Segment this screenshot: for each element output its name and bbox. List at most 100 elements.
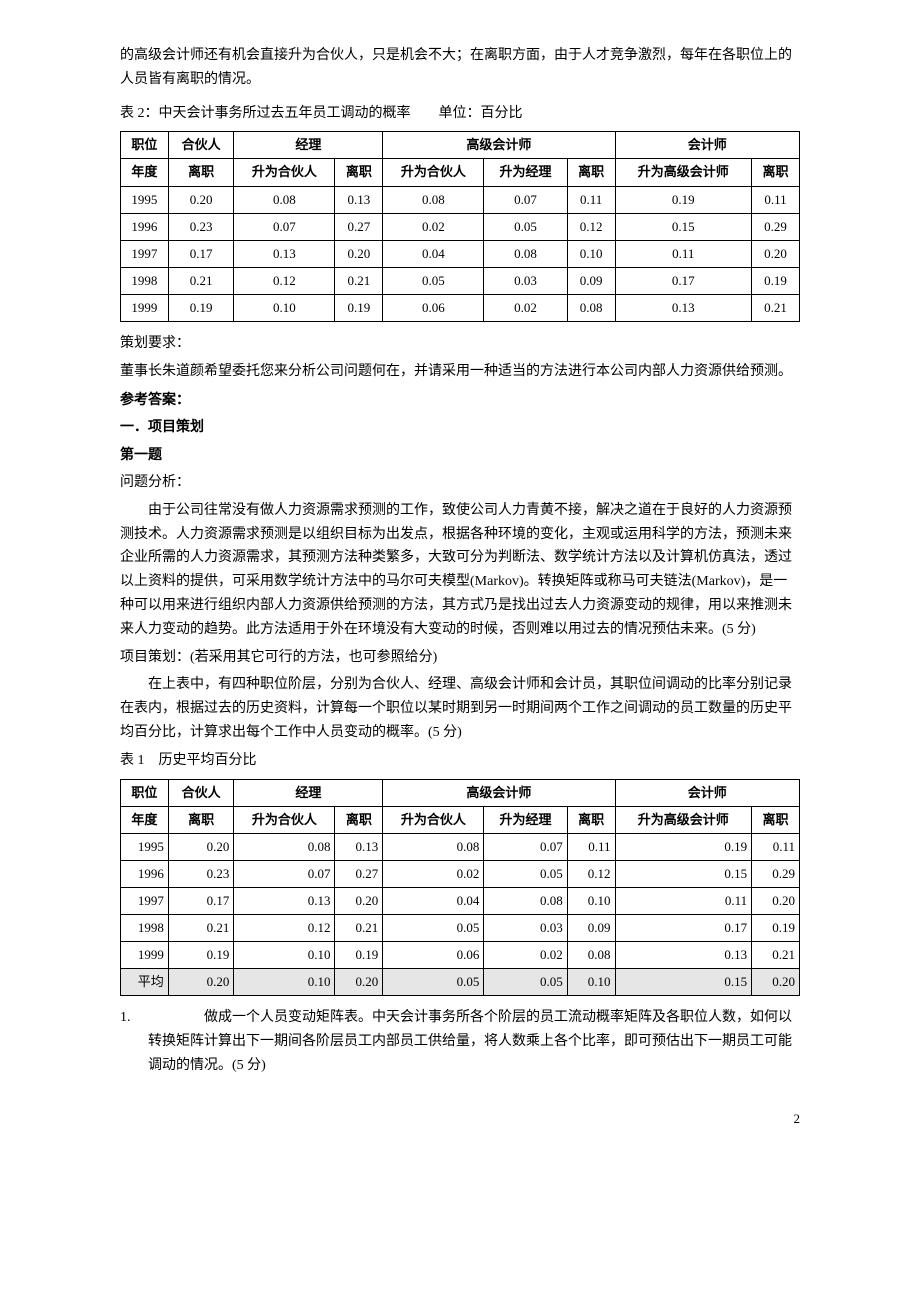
cell: 0.02 [383, 213, 484, 240]
cell: 0.10 [234, 969, 335, 996]
cell: 0.08 [383, 186, 484, 213]
cell-year: 1998 [121, 267, 169, 294]
cell: 0.05 [484, 213, 567, 240]
th-promote-partner: 升为合伙人 [234, 806, 335, 833]
cell-year: 1996 [121, 213, 169, 240]
cell: 0.27 [335, 860, 383, 887]
cell: 0.04 [383, 240, 484, 267]
cell: 0.11 [567, 186, 615, 213]
table-row: 1995 0.20 0.08 0.13 0.08 0.07 0.11 0.19 … [121, 186, 800, 213]
cell: 0.08 [567, 942, 615, 969]
cell: 0.08 [567, 294, 615, 321]
th-partner: 合伙人 [168, 779, 234, 806]
table-row: 1997 0.17 0.13 0.20 0.04 0.08 0.10 0.11 … [121, 240, 800, 267]
th-promote-partner: 升为合伙人 [383, 159, 484, 186]
cell: 0.06 [383, 942, 484, 969]
cell: 0.12 [234, 267, 335, 294]
plan-req-label: 策划要求： [120, 332, 800, 356]
cell: 0.05 [484, 860, 567, 887]
cell: 0.20 [335, 240, 383, 267]
cell: 0.19 [752, 267, 800, 294]
th-promote-manager: 升为经理 [484, 806, 567, 833]
cell: 0.17 [615, 915, 752, 942]
cell: 0.27 [335, 213, 383, 240]
cell-year: 1999 [121, 294, 169, 321]
table-row-average: 平均 0.20 0.10 0.20 0.05 0.05 0.10 0.15 0.… [121, 969, 800, 996]
cell: 0.11 [752, 186, 800, 213]
cell: 0.20 [752, 240, 800, 267]
table-row: 1999 0.19 0.10 0.19 0.06 0.02 0.08 0.13 … [121, 942, 800, 969]
cell: 0.17 [168, 887, 234, 914]
cell-year: 1997 [121, 887, 169, 914]
item1-text: 做成一个人员变动矩阵表。中天会计事务所各个阶层的员工流动概率矩阵及各职位人数，如… [148, 1006, 800, 1077]
cell: 0.20 [335, 969, 383, 996]
list-item-1: 1. 做成一个人员变动矩阵表。中天会计事务所各个阶层的员工流动概率矩阵及各职位人… [120, 1006, 800, 1077]
cell: 0.17 [615, 267, 752, 294]
th-promote-partner: 升为合伙人 [383, 806, 484, 833]
cell: 0.21 [752, 942, 800, 969]
cell: 0.20 [752, 887, 800, 914]
table3-header-row1: 职位 合伙人 经理 高级会计师 会计师 [121, 779, 800, 806]
cell: 0.19 [615, 833, 752, 860]
cell: 0.13 [615, 294, 752, 321]
cell: 0.19 [335, 942, 383, 969]
th-senior: 高级会计师 [383, 132, 615, 159]
th-promote-senior: 升为高级会计师 [615, 806, 752, 833]
table3-header-row2: 年度 离职 升为合伙人 离职 升为合伙人 升为经理 离职 升为高级会计师 离职 [121, 806, 800, 833]
cell: 0.08 [234, 186, 335, 213]
cell: 0.15 [615, 213, 752, 240]
cell: 0.20 [168, 186, 234, 213]
cell: 0.19 [168, 294, 234, 321]
cell: 0.23 [168, 860, 234, 887]
cell-year: 1998 [121, 915, 169, 942]
table-row: 1998 0.21 0.12 0.21 0.05 0.03 0.09 0.17 … [121, 915, 800, 942]
cell: 0.08 [484, 887, 567, 914]
cell: 0.20 [335, 887, 383, 914]
cell-year: 1999 [121, 942, 169, 969]
cell: 0.11 [615, 887, 752, 914]
cell: 0.04 [383, 887, 484, 914]
cell: 0.10 [567, 969, 615, 996]
cell: 0.12 [567, 860, 615, 887]
th-year: 年度 [121, 806, 169, 833]
cell: 0.07 [234, 860, 335, 887]
cell: 0.07 [484, 186, 567, 213]
cell: 0.11 [615, 240, 752, 267]
cell: 0.12 [567, 213, 615, 240]
th-accountant: 会计师 [615, 132, 800, 159]
th-leave: 离职 [335, 806, 383, 833]
cell: 0.10 [234, 942, 335, 969]
cell: 0.15 [615, 969, 752, 996]
cell-year: 1995 [121, 186, 169, 213]
cell: 0.19 [168, 942, 234, 969]
th-position: 职位 [121, 779, 169, 806]
analysis-label: 问题分析： [120, 471, 800, 495]
cell: 0.05 [383, 267, 484, 294]
cell: 0.10 [567, 887, 615, 914]
table3: 职位 合伙人 经理 高级会计师 会计师 年度 离职 升为合伙人 离职 升为合伙人… [120, 779, 800, 997]
cell: 0.21 [752, 294, 800, 321]
intro-paragraph: 的高级会计师还有机会直接升为合伙人，只是机会不大；在离职方面，由于人才竞争激烈，… [120, 44, 800, 92]
cell: 0.12 [234, 915, 335, 942]
cell: 0.09 [567, 267, 615, 294]
cell: 0.29 [752, 860, 800, 887]
cell-avg-label: 平均 [121, 969, 169, 996]
cell: 0.21 [168, 915, 234, 942]
cell: 0.10 [567, 240, 615, 267]
table-row: 1998 0.21 0.12 0.21 0.05 0.03 0.09 0.17 … [121, 267, 800, 294]
page-number: 2 [120, 1108, 800, 1130]
cell: 0.08 [234, 833, 335, 860]
table2-caption: 表 2：中天会计事务所过去五年员工调动的概率 单位：百分比 [120, 102, 800, 126]
cell: 0.19 [335, 294, 383, 321]
table-row: 1996 0.23 0.07 0.27 0.02 0.05 0.12 0.15 … [121, 213, 800, 240]
th-partner: 合伙人 [168, 132, 234, 159]
cell-year: 1996 [121, 860, 169, 887]
cell: 0.21 [335, 915, 383, 942]
cell: 0.13 [335, 833, 383, 860]
table2: 职位 合伙人 经理 高级会计师 会计师 年度 离职 升为合伙人 离职 升为合伙人… [120, 131, 800, 322]
cell: 0.29 [752, 213, 800, 240]
cell-year: 1997 [121, 240, 169, 267]
cell: 0.15 [615, 860, 752, 887]
th-position: 职位 [121, 132, 169, 159]
cell: 0.10 [234, 294, 335, 321]
